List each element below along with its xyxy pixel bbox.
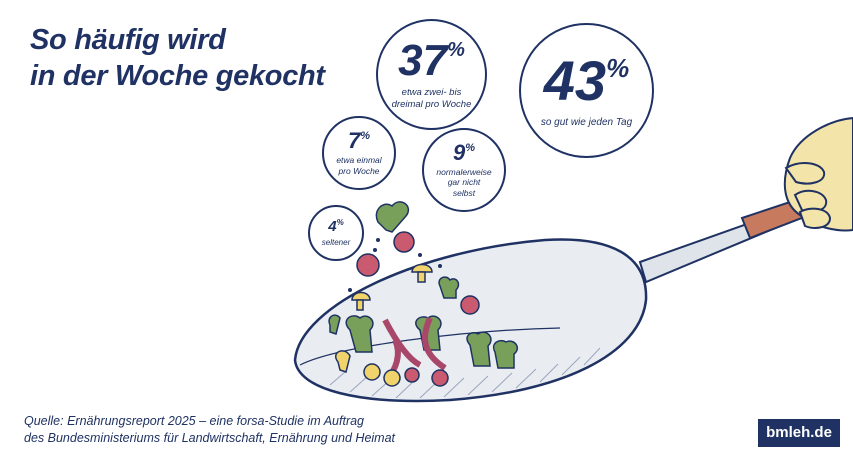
stir-fry-food [335, 291, 518, 387]
flying-food [328, 201, 460, 335]
value-daily: 43 [543, 48, 607, 112]
value-two-three-times: 37 [398, 36, 448, 86]
source-note: Quelle: Ernährungsreport 2025 – eine for… [24, 413, 395, 447]
value-once: 7 [347, 128, 361, 154]
label-once: etwa einmal pro Woche [336, 155, 381, 175]
label-not-self-line-2: gar nicht [447, 177, 481, 188]
value-less-often: 4 [328, 218, 337, 236]
unit-once: % [360, 130, 371, 143]
label-less-often: seltener [321, 238, 351, 248]
label-daily: so gut wie jeden Tag [540, 116, 633, 128]
label-not-self: normalerweise gar nicht selbst [436, 167, 491, 198]
hand-finger-2 [798, 207, 832, 229]
title-line-1: So häufig wird [30, 24, 226, 56]
label-two-three-times-line-1: etwa zwei- bis [401, 87, 462, 99]
unit-less-often: % [336, 218, 344, 228]
label-once-line-2: pro Woche [338, 165, 380, 176]
wok-inner-rim [299, 327, 561, 366]
unit-two-three-times: % [447, 39, 465, 62]
value-not-self: 9 [452, 140, 466, 166]
wok-bowl [293, 238, 648, 403]
hand-thumb [784, 162, 826, 185]
label-not-self-line-1: normalerweise [436, 167, 492, 178]
bubble-daily: 43% so gut wie jeden Tag [519, 23, 654, 158]
label-not-self-line-3: selbst [452, 187, 476, 198]
brand-badge[interactable]: bmleh.de [758, 419, 840, 447]
source-line-1: Quelle: Ernährungsreport 2025 – eine for… [24, 414, 365, 428]
unit-not-self: % [465, 142, 476, 155]
bubble-less-often: 4% seltener [308, 205, 364, 261]
chart-title: So häufig wird in der Woche gekocht [30, 22, 325, 94]
bubble-not-self: 9% normalerweise gar nicht selbst [422, 128, 506, 212]
bubble-once: 7% etwa einmal pro Woche [322, 116, 396, 190]
title-line-2: in der Woche gekocht [30, 60, 325, 92]
label-once-line-1: etwa einmal [336, 155, 382, 166]
unit-daily: % [606, 52, 630, 83]
source-line-2: des Bundesministeriums für Landwirtschaf… [24, 431, 396, 445]
wok-hatching [329, 347, 601, 399]
label-two-three-times: etwa zwei- bis dreimal pro Woche [392, 87, 472, 110]
label-two-three-times-line-2: dreimal pro Woche [391, 98, 472, 110]
bubble-two-three-times: 37% etwa zwei- bis dreimal pro Woche [376, 19, 487, 130]
